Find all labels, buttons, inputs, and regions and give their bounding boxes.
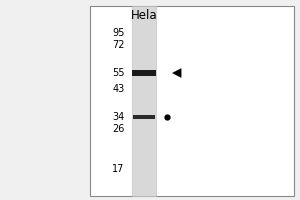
Text: 17: 17 — [112, 164, 124, 174]
Bar — [132, 70, 156, 76]
Bar — [133, 115, 155, 119]
Text: 72: 72 — [112, 40, 124, 50]
Text: Hela: Hela — [131, 9, 157, 22]
Bar — [132, 6, 156, 196]
Bar — [90, 6, 294, 196]
Text: 55: 55 — [112, 68, 124, 78]
Text: 43: 43 — [112, 84, 124, 94]
Polygon shape — [172, 69, 181, 77]
Text: 95: 95 — [112, 28, 124, 38]
Text: 26: 26 — [112, 124, 124, 134]
Text: 34: 34 — [112, 112, 124, 122]
